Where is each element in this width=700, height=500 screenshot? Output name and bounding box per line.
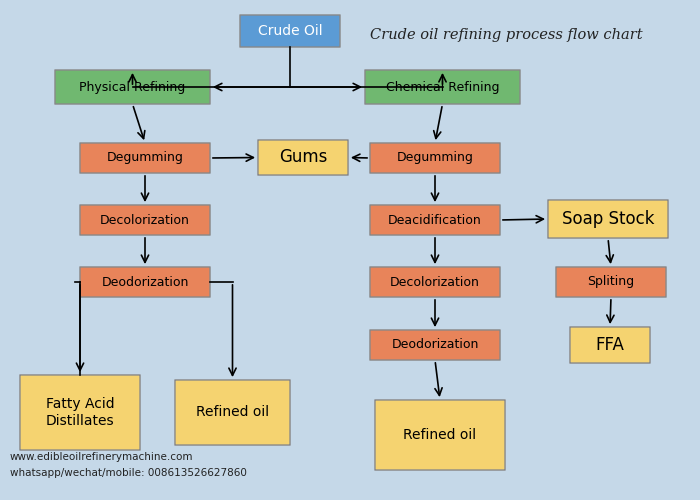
FancyBboxPatch shape [370,205,500,235]
FancyBboxPatch shape [370,330,500,360]
Text: Decolorization: Decolorization [100,214,190,226]
Text: whatsapp/wechat/mobile: 008613526627860: whatsapp/wechat/mobile: 008613526627860 [10,468,247,478]
FancyBboxPatch shape [80,267,210,297]
FancyBboxPatch shape [370,143,500,173]
Text: Refined oil: Refined oil [196,406,269,419]
FancyBboxPatch shape [556,267,666,297]
Text: Soap Stock: Soap Stock [561,210,654,228]
Text: Deodorization: Deodorization [102,276,189,288]
FancyBboxPatch shape [258,140,348,175]
Text: Degumming: Degumming [106,152,183,164]
Text: Fatty Acid
Distillates: Fatty Acid Distillates [46,398,114,428]
Text: Spliting: Spliting [587,276,635,288]
FancyBboxPatch shape [570,327,650,363]
FancyBboxPatch shape [375,400,505,470]
FancyBboxPatch shape [240,15,340,47]
FancyBboxPatch shape [548,200,668,238]
Text: Crude Oil: Crude Oil [258,24,322,38]
FancyBboxPatch shape [80,205,210,235]
Text: FFA: FFA [596,336,624,354]
Text: Decolorization: Decolorization [390,276,480,288]
Text: Refined oil: Refined oil [403,428,477,442]
Text: www.edibleoilrefinerymachine.com: www.edibleoilrefinerymachine.com [10,452,193,462]
Text: Chemical Refining: Chemical Refining [386,80,499,94]
Text: Crude oil refining process flow chart: Crude oil refining process flow chart [370,28,643,42]
FancyBboxPatch shape [20,375,140,450]
Text: Physical Refining: Physical Refining [79,80,186,94]
FancyBboxPatch shape [55,70,210,104]
Text: Gums: Gums [279,148,327,166]
FancyBboxPatch shape [365,70,520,104]
Text: Deodorization: Deodorization [391,338,479,351]
FancyBboxPatch shape [370,267,500,297]
Text: Deacidification: Deacidification [388,214,482,226]
FancyBboxPatch shape [80,143,210,173]
Text: Degumming: Degumming [397,152,473,164]
FancyBboxPatch shape [175,380,290,445]
